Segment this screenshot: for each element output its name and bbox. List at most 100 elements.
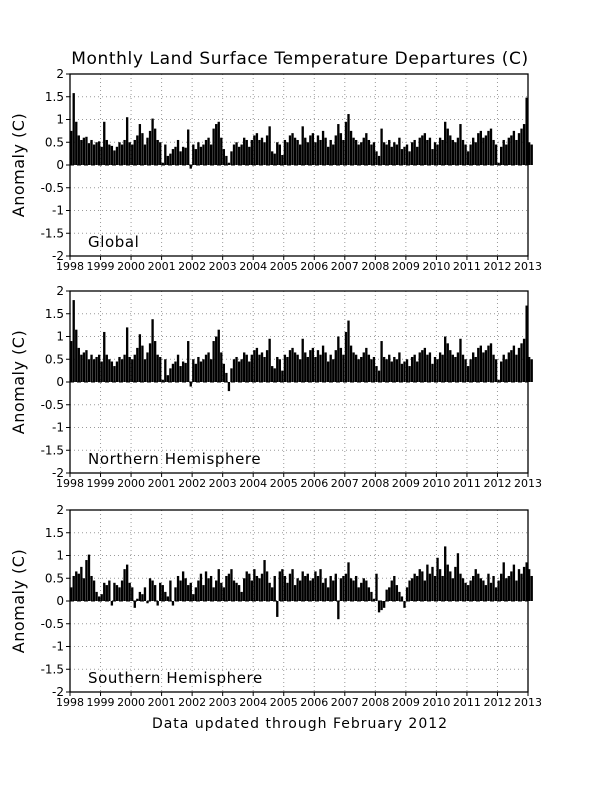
bar-1999-sep [120,359,124,382]
bar-2005-aug [301,126,304,165]
bar-2011-jun [479,345,482,382]
bar-2010-apr [444,121,447,165]
bar-2003-jan [222,149,226,165]
bar-2007-may [354,575,358,601]
bar-2006-may [324,137,327,165]
bar-2003-mar [227,573,231,601]
bar-2003-may [232,359,236,382]
bar-2007-aug [362,578,365,601]
bar-2000-aug [148,578,152,601]
bar-2011-oct [489,128,493,165]
bar-2012-jun [510,350,513,382]
bar-1998-dec [97,596,101,601]
bar-2012-aug [515,354,518,382]
bar-2012-nov [522,338,526,382]
bar-2012-jun [510,135,513,165]
y-tick-label: 0.5 [45,571,64,585]
bar-2008-nov [400,596,404,601]
bar-2001-aug [179,151,182,165]
bar-2003-sep [243,137,246,165]
y-tick-label: 0.5 [45,135,64,149]
bar-2009-apr [413,354,416,382]
bar-2011-nov [492,139,495,165]
bar-1998-jun [82,578,86,601]
bar-2003-oct [245,354,248,382]
bar-2006-dec [342,354,345,382]
bar-2007-dec [372,142,376,165]
panel-label: Global [88,233,139,251]
bar-2011-mar [472,137,475,165]
bar-2009-oct [428,573,432,601]
x-tick-label: 2005 [270,477,298,490]
bar-2001-oct [184,578,187,601]
bar-2013-jan [528,142,531,165]
y-tick-label: -1 [52,421,64,435]
bar-1999-aug [118,356,121,382]
bar-2002-oct [215,580,218,601]
bar-1999-mar [105,139,108,165]
x-tick-label: 2004 [239,696,267,709]
bar-2007-jul [360,582,363,601]
bar-1998-dec [97,141,101,165]
bar-2008-aug [393,575,396,601]
bar-2012-nov [522,566,526,602]
bar-2002-apr [199,573,203,601]
bar-2001-jan [161,585,164,601]
bar-1999-jun [113,366,116,382]
bar-2005-dec [311,133,315,165]
bar-2010-nov [461,354,465,382]
bar-2003-aug [240,144,243,165]
bar-1998-feb [72,575,75,601]
bar-2003-nov [248,573,251,601]
bar-2008-apr [382,356,386,382]
bar-2011-feb [469,580,472,601]
bar-2004-jan [253,135,256,165]
bar-2007-jun [357,587,360,601]
bar-1998-dec [97,354,101,382]
bar-2004-jan [253,569,256,601]
bar-2012-sep [517,347,521,383]
bar-1998-feb [72,93,75,165]
bar-2001-apr [169,368,172,382]
bar-2002-feb [194,149,198,165]
bar-2003-aug [240,591,243,601]
bar-2000-jul [146,137,149,165]
bar-2005-jul [299,359,302,382]
x-tick-label: 1998 [56,477,84,490]
bar-1999-jan [100,361,103,382]
bar-2002-jun [204,571,208,601]
bar-2009-jul [421,350,424,382]
bar-1998-mar [75,571,78,601]
bar-1999-sep [120,580,124,601]
bar-2012-feb [500,361,503,382]
bar-1998-aug [87,143,91,165]
bar-2000-mar [136,135,139,165]
bar-2009-sep [426,564,429,601]
bar-2012-jun [510,571,513,601]
bar-2001-sep [181,361,185,382]
y-axis-label: Anomaly (C) [9,113,28,217]
bar-1999-mar [105,354,108,382]
bar-2002-oct [215,124,218,165]
bar-2006-aug [332,580,335,601]
bar-2009-mar [410,142,414,165]
bar-2003-aug [240,359,243,382]
bar-2007-jun [357,359,360,382]
bar-2005-sep [304,352,307,382]
bar-2012-sep [517,569,521,601]
bar-1999-sep [120,144,124,165]
bar-2008-sep [395,585,399,601]
bar-2000-jun [143,587,147,601]
y-tick-label: 0 [56,375,64,389]
bar-2006-oct [337,601,340,620]
bar-1999-feb [103,582,106,601]
y-tick-label: 0 [56,594,64,608]
bar-2008-nov [400,363,404,382]
bar-2011-may [477,133,480,165]
bar-2005-aug [301,571,304,601]
bar-2010-oct [459,338,462,382]
bar-2006-nov [339,347,343,383]
bar-2011-jan [466,585,470,601]
bar-2011-nov [492,354,495,382]
bar-2012-mar [502,562,505,601]
